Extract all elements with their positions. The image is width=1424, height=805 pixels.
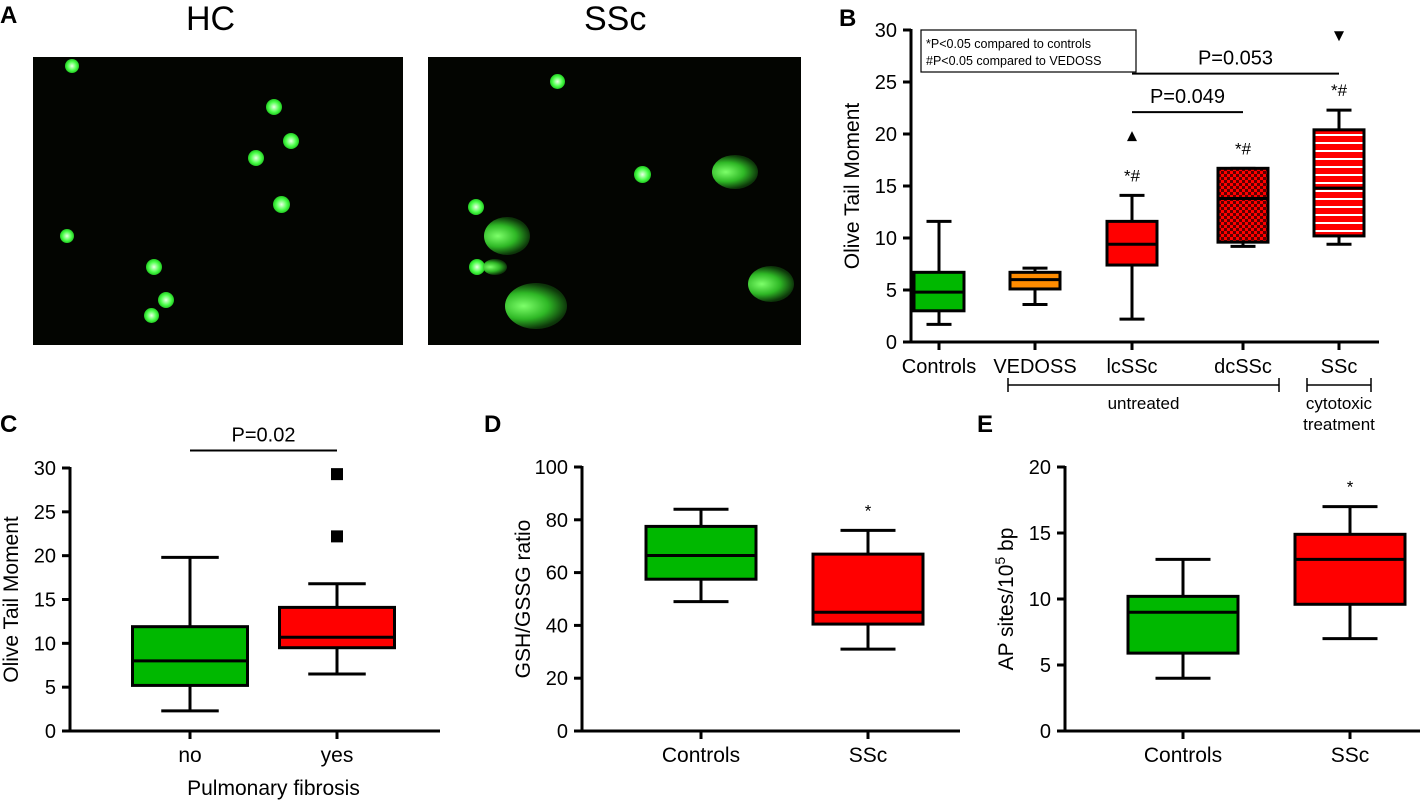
- panel-b-y-tick-label: 30: [875, 20, 897, 42]
- panel-d-y-tick-label: 60: [546, 563, 568, 585]
- comet-cell: [144, 308, 159, 323]
- panel-c-letter: C: [0, 411, 18, 438]
- panel-b-x-tick-label: SSc: [1321, 356, 1358, 378]
- comet-cell: [712, 155, 758, 189]
- panel-c-y-tick-label: 10: [34, 633, 56, 655]
- panel-b-y-axis-label: Olive Tail Moment: [841, 103, 864, 270]
- panel-e-x-tick-label: SSc: [1331, 744, 1370, 767]
- panel-b-group-label: untreated: [1108, 394, 1180, 413]
- comet-cell: [158, 292, 174, 308]
- panel-b-y-tick-label: 5: [886, 280, 897, 302]
- comet-cell: [484, 217, 530, 255]
- comet-cell: [550, 74, 565, 89]
- panel-b-y-tick-label: 0: [886, 332, 897, 354]
- panel-b-legend-text: #P<0.05 compared to VEDOSS: [926, 54, 1101, 68]
- panel-b-x-tick-label: Controls: [902, 356, 976, 378]
- panel-c-x-axis-label: Pulmonary fibrosis: [187, 777, 360, 800]
- panel-d-y-tick-label: 40: [546, 615, 568, 637]
- panel-b-significance-mark: *#: [1235, 139, 1252, 158]
- panel-b-x-tick-label: lcSSc: [1106, 356, 1157, 378]
- panel-e-y-tick-label: 0: [1040, 721, 1051, 743]
- panel-d-box-controls: [644, 524, 758, 581]
- panel-b-p-value: P=0.053: [1198, 48, 1273, 70]
- panel-d-y-tick-label: 0: [557, 721, 568, 743]
- panel-c-y-tick-label: 5: [45, 677, 56, 699]
- panel-b-x-tick-label: dcSSc: [1214, 356, 1272, 378]
- panel-c-y-tick-label: 30: [34, 458, 56, 480]
- panel-c-y-tick-label: 25: [34, 502, 56, 524]
- panel-e-x-tick-label: Controls: [1144, 744, 1222, 767]
- panel-b-y-tick-label: 25: [875, 72, 897, 94]
- panel-b-legend-text: *P<0.05 compared to controls: [926, 37, 1091, 51]
- panel-d-y-tick-label: 80: [546, 510, 568, 532]
- panel-d-y-tick-label: 20: [546, 668, 568, 690]
- panel-b-significance-mark: *#: [1331, 81, 1348, 100]
- panel-c-outlier: [331, 530, 343, 543]
- hc-micrograph: [33, 57, 403, 345]
- panel-e-y-tick-label: 5: [1040, 655, 1051, 677]
- panel-e-box-ssc: [1293, 532, 1407, 606]
- panel-e-y-tick-label: 10: [1029, 589, 1051, 611]
- comet-cell: [468, 199, 484, 215]
- panel-d-y-axis-label: GSH/GSSG ratio: [512, 520, 535, 679]
- panel-e-significance-mark: *: [1347, 478, 1354, 497]
- panel-b-group-label: treatment: [1303, 415, 1375, 434]
- panel-b-y-tick-label: 20: [875, 124, 897, 146]
- panel-d-significance-mark: *: [865, 501, 872, 520]
- panel-c-box-yes: [278, 605, 396, 650]
- comet-cell: [283, 133, 299, 149]
- panel-c-p-value: P=0.02: [232, 424, 296, 446]
- panel-b-y-tick-label: 10: [875, 228, 897, 250]
- panel-c-y-tick-label: 0: [45, 721, 56, 743]
- panel-c-y-tick-label: 20: [34, 546, 56, 568]
- comet-cell: [469, 259, 485, 275]
- panel-e-box-controls: [1126, 594, 1240, 655]
- ssc-micrograph: [428, 57, 801, 345]
- panel-b-y-tick-label: 15: [875, 176, 897, 198]
- comet-cell: [248, 150, 264, 166]
- panel-e-y-tick-label: 20: [1029, 457, 1051, 479]
- panel-d-letter: D: [484, 411, 502, 438]
- panel-c-y-tick-label: 15: [34, 590, 56, 612]
- panel-e-y-tick-label: 15: [1029, 523, 1051, 545]
- panel-b-significance-mark: *#: [1124, 166, 1141, 185]
- panel-b-group-label: cytotoxic: [1306, 394, 1373, 413]
- panel-b-letter: B: [839, 5, 857, 32]
- panel-c-y-axis-label: Olive Tail Moment: [0, 516, 23, 683]
- panel-c-outlier: [331, 468, 343, 481]
- panel-d-y-tick-label: 100: [535, 457, 568, 479]
- comet-cell: [748, 266, 794, 302]
- panel-b-box-dcssc: [1216, 166, 1270, 244]
- comet-cell: [60, 229, 74, 243]
- panel-b-box-ssc: [1312, 128, 1366, 238]
- panel-d-x-tick-label: SSc: [849, 744, 888, 767]
- ssc-title: SSc: [584, 0, 647, 38]
- panel-b-outlier: [1334, 31, 1344, 42]
- comet-cell: [146, 259, 162, 275]
- panel-c-box-no: [131, 625, 249, 687]
- panel-e-y-axis-label: AP sites/105 bp: [992, 528, 1018, 671]
- hc-title: HC: [186, 0, 236, 38]
- panel-a-letter: A: [0, 2, 18, 29]
- panel-b-legend-box: [920, 29, 1137, 73]
- comet-cell: [65, 59, 79, 73]
- panel-b-outlier: [1127, 131, 1137, 142]
- comet-cell: [505, 283, 567, 329]
- comet-cell: [266, 99, 282, 115]
- panel-b-p-value: P=0.049: [1150, 86, 1225, 108]
- panel-d-x-tick-label: Controls: [662, 744, 740, 767]
- panel-c-x-tick-label: no: [178, 744, 201, 767]
- panel-b-x-tick-label: VEDOSS: [993, 356, 1076, 378]
- panel-e-letter: E: [977, 411, 994, 438]
- comet-cell: [634, 166, 651, 183]
- comet-cell: [483, 259, 507, 275]
- comet-cell: [273, 196, 290, 213]
- panel-c-x-tick-label: yes: [321, 744, 354, 767]
